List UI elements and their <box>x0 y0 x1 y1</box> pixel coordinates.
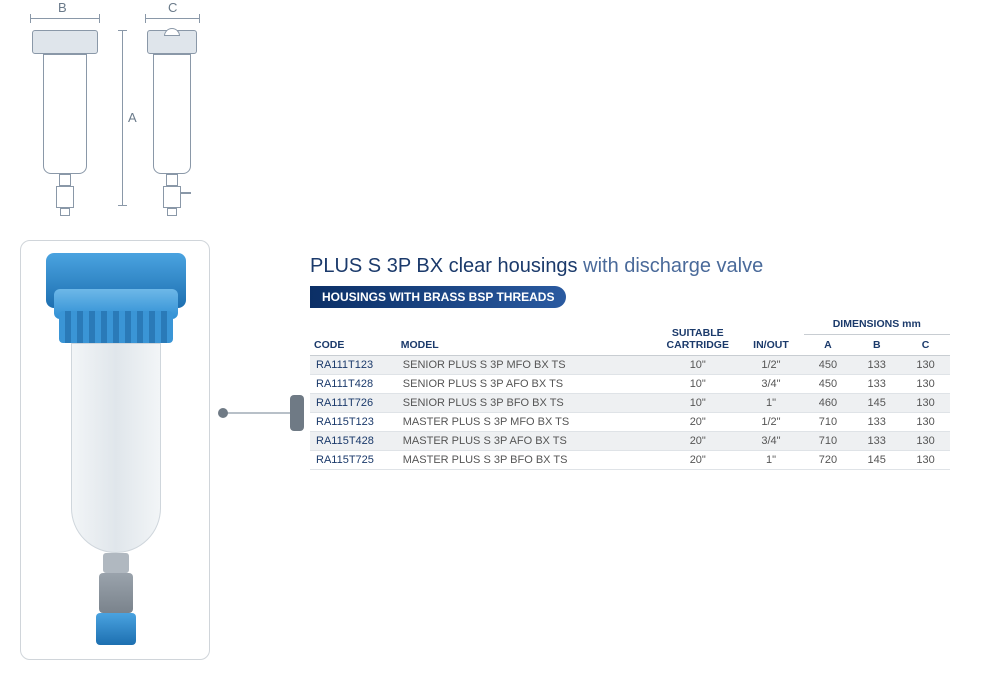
cell-inout: 1" <box>738 394 803 413</box>
title-main: PLUS S 3P BX clear housings <box>310 255 578 277</box>
cell-c: 130 <box>901 413 950 432</box>
cell-model: SENIOR PLUS S 3P AFO BX TS <box>397 375 657 394</box>
th-a: A <box>804 335 853 356</box>
cell-c: 130 <box>901 356 950 375</box>
cell-b: 133 <box>852 432 901 451</box>
cell-cartridge: 20" <box>657 451 738 470</box>
cell-model: MASTER PLUS S 3P AFO BX TS <box>397 432 657 451</box>
th-inout: IN/OUT <box>738 314 803 356</box>
cell-inout: 1/2" <box>738 356 803 375</box>
th-code: CODE <box>310 314 397 356</box>
cell-b: 145 <box>852 394 901 413</box>
cell-cartridge: 10" <box>657 356 738 375</box>
table-row: RA111T428SENIOR PLUS S 3P AFO BX TS10"3/… <box>310 375 950 394</box>
cell-code: RA115T428 <box>310 432 397 451</box>
table-row: RA115T725MASTER PLUS S 3P BFO BX TS20"1"… <box>310 451 950 470</box>
product-photo <box>20 240 210 660</box>
cell-model: MASTER PLUS S 3P MFO BX TS <box>397 413 657 432</box>
cell-a: 450 <box>804 375 853 394</box>
cell-code: RA115T123 <box>310 413 397 432</box>
title-suffix: with discharge valve <box>578 255 764 277</box>
cell-inout: 3/4" <box>738 375 803 394</box>
th-c: C <box>901 335 950 356</box>
cell-cartridge: 10" <box>657 394 738 413</box>
discharge-valve <box>99 573 133 613</box>
dim-label-b: B <box>58 0 67 15</box>
cell-model: SENIOR PLUS S 3P MFO BX TS <box>397 356 657 375</box>
filter-housing <box>71 343 161 553</box>
cell-a: 710 <box>804 413 853 432</box>
cell-a: 710 <box>804 432 853 451</box>
dim-label-c: C <box>168 0 177 15</box>
cell-cartridge: 20" <box>657 432 738 451</box>
th-b: B <box>852 335 901 356</box>
cell-b: 133 <box>852 356 901 375</box>
dimension-diagram: B C A <box>10 0 240 230</box>
cell-b: 133 <box>852 375 901 394</box>
th-dimensions: DIMENSIONS mm <box>804 314 950 335</box>
connector-graphic <box>218 395 298 431</box>
cell-b: 133 <box>852 413 901 432</box>
cell-c: 130 <box>901 394 950 413</box>
cell-a: 450 <box>804 356 853 375</box>
dim-label-a: A <box>128 110 137 125</box>
cell-cartridge: 10" <box>657 375 738 394</box>
cell-inout: 1/2" <box>738 413 803 432</box>
subtitle-bar: HOUSINGS WITH BRASS BSP THREADS <box>310 286 566 308</box>
cell-inout: 3/4" <box>738 432 803 451</box>
spec-content: PLUS S 3P BX clear housings with dischar… <box>310 255 950 470</box>
product-title: PLUS S 3P BX clear housings with dischar… <box>310 255 950 278</box>
cell-c: 130 <box>901 375 950 394</box>
cell-inout: 1" <box>738 451 803 470</box>
cell-c: 130 <box>901 432 950 451</box>
table-row: RA115T123MASTER PLUS S 3P MFO BX TS20"1/… <box>310 413 950 432</box>
th-cartridge: SUITABLE CARTRIDGE <box>657 314 738 356</box>
cell-a: 460 <box>804 394 853 413</box>
cell-code: RA111T123 <box>310 356 397 375</box>
table-row: RA111T123SENIOR PLUS S 3P MFO BX TS10"1/… <box>310 356 950 375</box>
cell-model: MASTER PLUS S 3P BFO BX TS <box>397 451 657 470</box>
table-row: RA111T726SENIOR PLUS S 3P BFO BX TS10"1"… <box>310 394 950 413</box>
cell-b: 145 <box>852 451 901 470</box>
cell-c: 130 <box>901 451 950 470</box>
cell-model: SENIOR PLUS S 3P BFO BX TS <box>397 394 657 413</box>
th-model: MODEL <box>397 314 657 356</box>
cell-code: RA111T428 <box>310 375 397 394</box>
table-row: RA115T428MASTER PLUS S 3P AFO BX TS20"3/… <box>310 432 950 451</box>
spec-table: CODE MODEL SUITABLE CARTRIDGE IN/OUT DIM… <box>310 314 950 470</box>
cell-code: RA111T726 <box>310 394 397 413</box>
cell-cartridge: 20" <box>657 413 738 432</box>
cell-code: RA115T725 <box>310 451 397 470</box>
cell-a: 720 <box>804 451 853 470</box>
